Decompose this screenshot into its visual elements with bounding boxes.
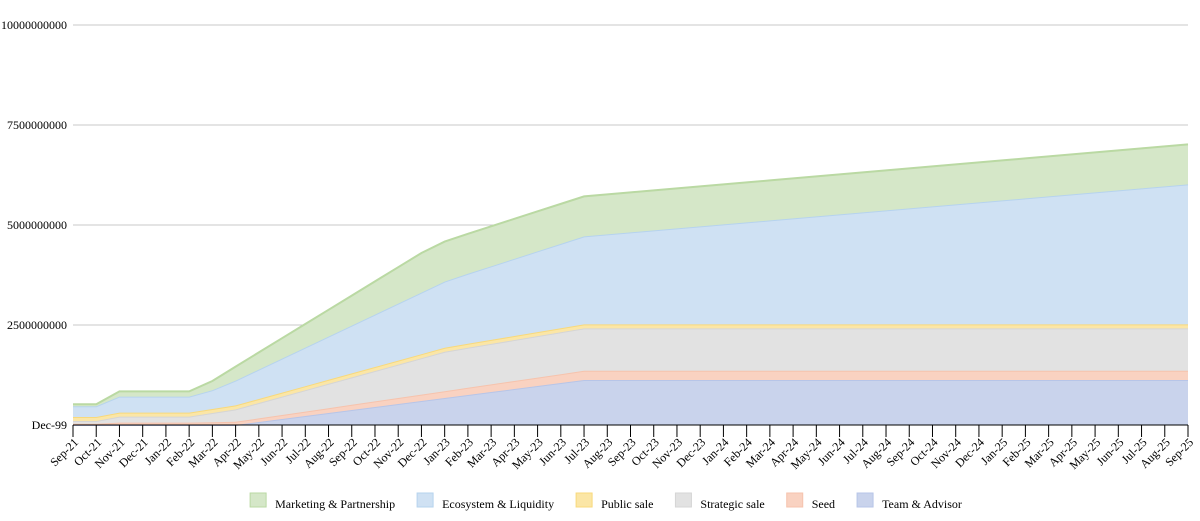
legend-label: Marketing & Partnership	[275, 497, 395, 511]
x-tick-label: Jun-24	[815, 435, 848, 468]
area-layer	[73, 143, 1189, 426]
y-tick-label: 7500000000	[7, 118, 67, 132]
y-tick-label: 10000000000	[1, 18, 67, 32]
area-ecosystem-liquidity	[73, 184, 1188, 417]
legend-swatch	[674, 492, 692, 508]
area-strategic-sale	[73, 328, 1188, 424]
y-tick-label: 2500000000	[7, 318, 67, 332]
legend-swatch	[416, 492, 434, 508]
legend: Marketing & Partnership Ecosystem & Liqui…	[249, 492, 962, 511]
x-tick-label: Jun-25	[1093, 435, 1126, 468]
legend-label: Seed	[812, 497, 835, 511]
legend-item-seed[interactable]: Seed	[786, 492, 835, 511]
legend-item-public-sale[interactable]: Public sale	[575, 492, 653, 511]
x-tick-label: Jun-23	[536, 435, 569, 468]
legend-swatch	[786, 492, 804, 508]
legend-label: Strategic sale	[700, 497, 764, 511]
y-tick-label: 5000000000	[7, 218, 67, 232]
legend-label: Team & Advisor	[882, 497, 962, 511]
area-seed	[73, 370, 1188, 425]
legend-label: Public sale	[601, 497, 653, 511]
legend-item-team-advisor[interactable]: Team & Advisor	[856, 492, 962, 511]
legend-item-strategic-sale[interactable]: Strategic sale	[674, 492, 765, 511]
area-team-advisor	[73, 380, 1188, 425]
x-tick-label: Jun-22	[257, 435, 290, 468]
y-tick-label: Dec-99	[32, 418, 67, 432]
legend-swatch	[575, 492, 593, 508]
legend-item-marketing-partnership[interactable]: Marketing & Partnership	[249, 492, 395, 511]
legend-label: Ecosystem & Liquidity	[442, 497, 554, 511]
area-marketing-partnership	[73, 144, 1188, 407]
legend-swatch	[249, 492, 267, 508]
legend-swatch	[856, 492, 874, 508]
line-marketing-partnership	[73, 143, 1189, 406]
legend-item-ecosystem-liquidity[interactable]: Ecosystem & Liquidity	[416, 492, 554, 511]
